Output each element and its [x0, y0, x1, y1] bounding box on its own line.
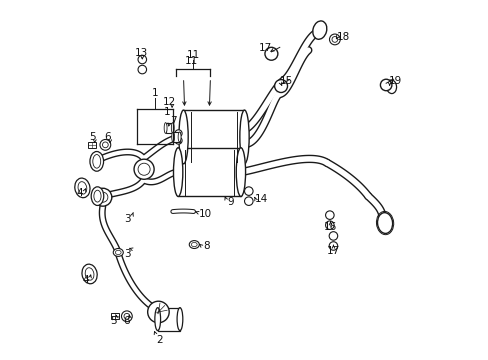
Ellipse shape — [85, 268, 94, 280]
Circle shape — [274, 80, 287, 93]
Bar — [178, 148, 241, 197]
Ellipse shape — [90, 152, 103, 171]
Text: 12: 12 — [162, 97, 176, 107]
Circle shape — [124, 314, 129, 319]
Circle shape — [147, 301, 169, 323]
Bar — [111, 313, 119, 319]
Circle shape — [325, 211, 333, 219]
Circle shape — [264, 47, 277, 60]
Circle shape — [100, 139, 110, 150]
Circle shape — [138, 55, 146, 64]
Circle shape — [244, 187, 253, 195]
Ellipse shape — [91, 187, 103, 206]
Ellipse shape — [189, 240, 199, 248]
Text: 3: 3 — [124, 215, 131, 224]
Circle shape — [134, 159, 154, 179]
Text: 2: 2 — [156, 334, 163, 345]
Text: 16: 16 — [323, 222, 337, 232]
Bar — [173, 132, 179, 142]
Bar — [183, 110, 244, 164]
Circle shape — [138, 65, 146, 74]
Circle shape — [328, 232, 337, 240]
Ellipse shape — [94, 190, 101, 202]
Text: 4: 4 — [76, 188, 82, 198]
Circle shape — [94, 188, 112, 206]
Ellipse shape — [113, 248, 123, 256]
Text: 19: 19 — [387, 76, 401, 86]
Ellipse shape — [173, 148, 183, 197]
Ellipse shape — [155, 308, 160, 330]
Ellipse shape — [386, 80, 396, 94]
Ellipse shape — [171, 123, 174, 134]
Circle shape — [380, 79, 391, 91]
Text: 11: 11 — [186, 50, 200, 60]
Text: 8: 8 — [203, 241, 210, 251]
Text: 14: 14 — [255, 194, 268, 204]
Circle shape — [98, 192, 108, 202]
Text: 6: 6 — [104, 132, 111, 142]
Ellipse shape — [171, 132, 174, 142]
Circle shape — [244, 197, 253, 206]
Text: 9: 9 — [227, 197, 234, 207]
Text: 11: 11 — [184, 56, 198, 66]
Ellipse shape — [175, 137, 182, 144]
Text: 7: 7 — [170, 116, 177, 126]
Circle shape — [329, 34, 340, 45]
Ellipse shape — [179, 110, 188, 164]
Ellipse shape — [164, 123, 167, 134]
Ellipse shape — [175, 130, 182, 137]
Ellipse shape — [312, 21, 326, 39]
Text: 4: 4 — [82, 275, 89, 285]
Ellipse shape — [178, 132, 181, 142]
Text: 3: 3 — [124, 248, 131, 258]
Ellipse shape — [239, 110, 249, 164]
Ellipse shape — [82, 264, 97, 284]
Text: 1: 1 — [152, 88, 158, 98]
Text: 13: 13 — [134, 48, 147, 58]
Text: 1: 1 — [164, 107, 170, 117]
Text: 5: 5 — [89, 132, 95, 142]
Text: 15: 15 — [280, 76, 293, 86]
Text: 10: 10 — [199, 209, 212, 219]
Ellipse shape — [93, 154, 101, 168]
Circle shape — [138, 163, 150, 175]
Bar — [158, 308, 180, 330]
Ellipse shape — [115, 250, 121, 255]
Bar — [165, 123, 172, 134]
Circle shape — [102, 142, 108, 148]
Circle shape — [331, 37, 337, 42]
Ellipse shape — [377, 213, 392, 233]
Circle shape — [121, 311, 132, 321]
Text: 18: 18 — [336, 32, 349, 41]
Ellipse shape — [78, 182, 86, 194]
Ellipse shape — [177, 308, 183, 330]
Ellipse shape — [236, 148, 245, 197]
Text: 17: 17 — [326, 246, 339, 256]
Text: 5: 5 — [110, 316, 117, 325]
Circle shape — [325, 221, 333, 229]
Text: 17: 17 — [258, 43, 271, 53]
Ellipse shape — [191, 242, 197, 247]
Bar — [88, 141, 96, 148]
Circle shape — [328, 242, 337, 250]
Ellipse shape — [75, 178, 90, 198]
Text: 6: 6 — [123, 316, 130, 325]
